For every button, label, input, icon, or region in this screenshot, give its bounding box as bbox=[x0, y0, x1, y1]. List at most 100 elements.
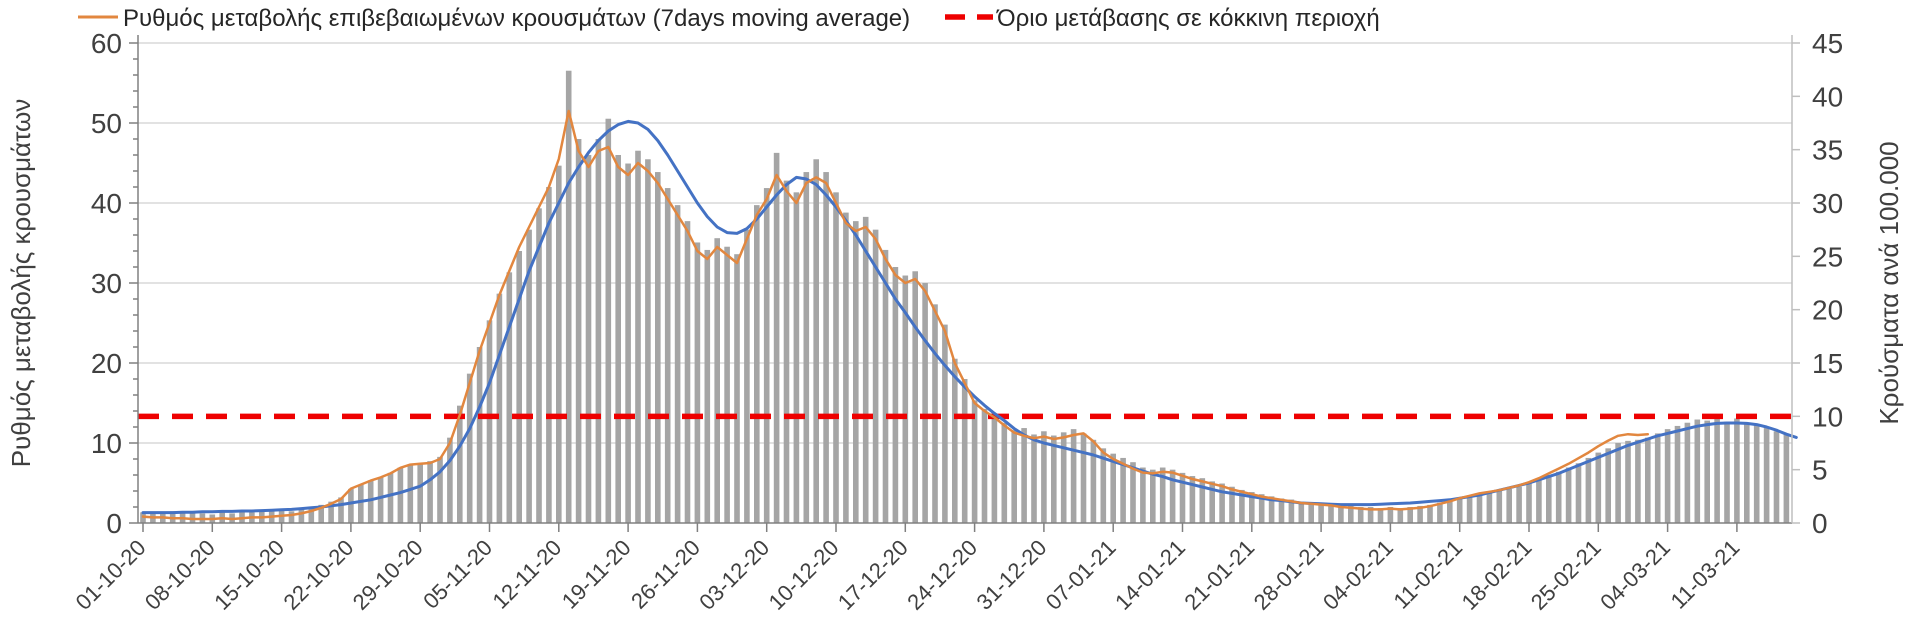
bar bbox=[1486, 492, 1493, 523]
bar bbox=[189, 512, 196, 523]
bar bbox=[1229, 486, 1235, 523]
bar bbox=[546, 187, 552, 523]
bar bbox=[1724, 421, 1730, 523]
bar bbox=[1001, 422, 1008, 523]
bar bbox=[1169, 469, 1176, 523]
ma-legend-label: Ρυθμός μεταβολής επιβεβαιωμένων κρουσμάτ… bbox=[123, 5, 910, 32]
y-right-tick-label: 20 bbox=[1812, 295, 1843, 326]
x-tick-label: 04-03-21 bbox=[1595, 535, 1675, 615]
bar bbox=[496, 293, 503, 523]
plot-area: 010203040506005101520253035404501-10-200… bbox=[71, 28, 1844, 615]
bar bbox=[1387, 507, 1394, 523]
bar bbox=[1308, 502, 1314, 523]
bar bbox=[1437, 502, 1443, 523]
bar bbox=[674, 205, 681, 523]
bar bbox=[536, 208, 542, 524]
bar bbox=[1704, 420, 1710, 523]
bar bbox=[1258, 494, 1265, 523]
bar bbox=[1654, 433, 1661, 523]
bar bbox=[605, 118, 612, 523]
bar bbox=[1090, 439, 1097, 523]
bar bbox=[1011, 430, 1017, 523]
bar bbox=[288, 511, 295, 523]
bar bbox=[1506, 488, 1512, 523]
bar bbox=[1120, 457, 1126, 523]
bar bbox=[744, 229, 750, 523]
bar bbox=[1357, 507, 1364, 523]
x-tick-label: 19-11-20 bbox=[557, 535, 636, 614]
bar bbox=[645, 159, 651, 523]
bar bbox=[734, 254, 740, 523]
bar bbox=[1773, 431, 1780, 523]
bar bbox=[367, 480, 374, 523]
y-left-axis-title: Ρυθμός μεταβολής κρουσμάτων bbox=[6, 99, 36, 468]
bar bbox=[625, 163, 631, 524]
bar bbox=[1635, 439, 1641, 523]
bar bbox=[1417, 505, 1423, 523]
bar bbox=[585, 155, 592, 523]
bar bbox=[803, 172, 810, 524]
bar bbox=[1070, 429, 1077, 523]
x-tick-label: 29-10-20 bbox=[348, 535, 428, 615]
y-right-tick-label: 25 bbox=[1812, 241, 1843, 272]
bar bbox=[981, 408, 988, 523]
bar bbox=[1714, 417, 1720, 523]
bar bbox=[595, 139, 602, 523]
bar bbox=[457, 405, 463, 523]
x-tick-label: 15-10-20 bbox=[209, 535, 289, 615]
y-right-tick-label: 40 bbox=[1812, 81, 1843, 112]
bar bbox=[1249, 492, 1255, 523]
bar bbox=[1338, 504, 1344, 523]
bar bbox=[1536, 479, 1542, 523]
bar bbox=[1585, 457, 1592, 523]
y-left-tick-label: 20 bbox=[91, 348, 122, 379]
bar bbox=[417, 463, 423, 523]
bar bbox=[1427, 504, 1433, 523]
bar bbox=[635, 150, 641, 523]
bar bbox=[1595, 452, 1602, 523]
bar bbox=[1615, 443, 1621, 523]
bar bbox=[912, 271, 918, 523]
bar bbox=[862, 216, 869, 523]
bar bbox=[298, 509, 305, 523]
bar bbox=[437, 456, 443, 523]
bar bbox=[1060, 432, 1067, 523]
trend-line bbox=[141, 119, 1798, 515]
bar bbox=[1466, 495, 1473, 523]
bar bbox=[902, 275, 909, 523]
bar bbox=[387, 472, 394, 523]
bar bbox=[1209, 481, 1215, 523]
bar bbox=[615, 155, 621, 523]
x-tick-label: 22-10-20 bbox=[278, 535, 358, 615]
x-tick-label: 14-01-21 bbox=[1110, 535, 1190, 615]
bar bbox=[1555, 471, 1562, 523]
bar bbox=[1397, 508, 1404, 523]
bar bbox=[526, 229, 532, 523]
bar bbox=[1684, 422, 1691, 523]
bar bbox=[922, 283, 928, 523]
x-tick-label: 03-12-20 bbox=[694, 535, 774, 615]
bar bbox=[516, 251, 522, 523]
x-tick-label: 04-02-21 bbox=[1318, 535, 1398, 615]
bar bbox=[1288, 499, 1295, 523]
bar bbox=[1447, 500, 1453, 523]
x-tick-label: 05-11-20 bbox=[418, 535, 497, 614]
bar bbox=[556, 165, 562, 523]
x-tick-label: 07-01-21 bbox=[1041, 535, 1121, 615]
bar bbox=[704, 249, 711, 523]
y-right-tick-label: 30 bbox=[1812, 188, 1843, 219]
bar bbox=[1328, 503, 1334, 523]
x-tick-label: 24-12-20 bbox=[902, 535, 982, 615]
bar bbox=[397, 467, 404, 523]
bar bbox=[1753, 424, 1760, 523]
bar bbox=[971, 400, 978, 523]
bar bbox=[942, 324, 948, 523]
y-right-tick-label: 35 bbox=[1812, 135, 1843, 166]
ma-line bbox=[141, 109, 1650, 521]
y-right-tick-label: 45 bbox=[1812, 28, 1843, 59]
bar bbox=[724, 246, 730, 523]
bar bbox=[377, 477, 384, 523]
bar bbox=[872, 229, 879, 523]
bar bbox=[1546, 475, 1552, 523]
